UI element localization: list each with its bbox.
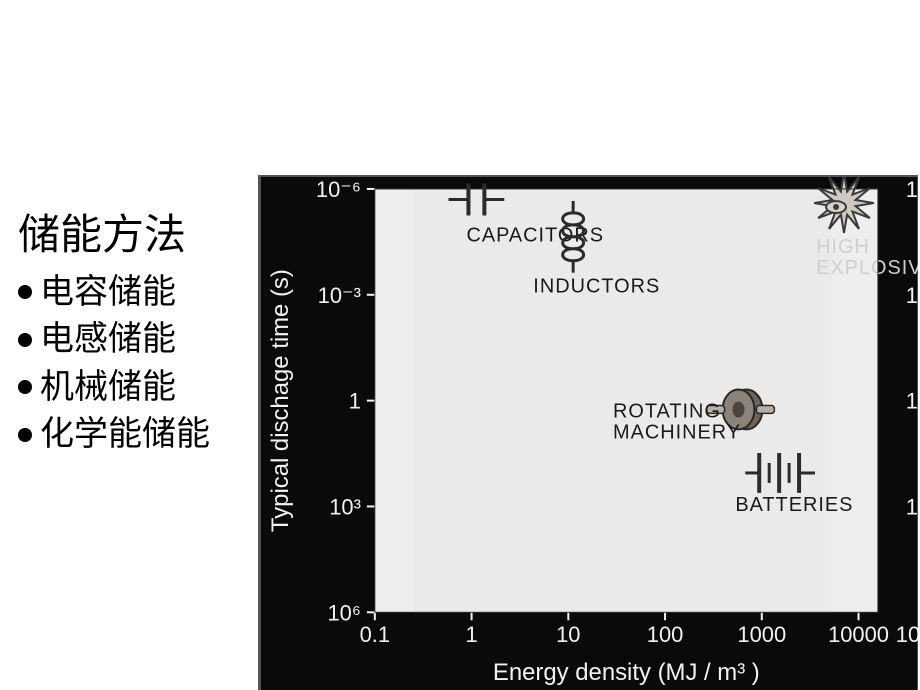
- svg-text:BATTERIES: BATTERIES: [735, 494, 853, 516]
- bullet-list: 电容储能电感储能机械储能化学能储能: [18, 269, 248, 459]
- bullet-item: 化学能储能: [18, 411, 248, 459]
- svg-text:10⁻⁶: 10⁻⁶: [316, 177, 361, 202]
- bullet-text: 电容储能: [40, 269, 176, 317]
- svg-text:10000: 10000: [828, 622, 889, 647]
- bullet-text: 机械储能: [40, 364, 176, 412]
- svg-text:1000: 1000: [737, 622, 786, 647]
- svg-text:0.1: 0.1: [360, 622, 390, 647]
- heading: 储能方法: [18, 210, 248, 263]
- svg-text:10⁶: 10⁶: [327, 600, 360, 625]
- svg-text:10: 10: [556, 622, 580, 647]
- svg-text:INDUCTORS: INDUCTORS: [533, 276, 660, 298]
- bullet-text: 化学能储能: [40, 411, 210, 459]
- svg-text:10: 10: [906, 389, 918, 414]
- bullet-dot-icon: [18, 428, 32, 442]
- bullet-item: 电容储能: [18, 269, 248, 317]
- svg-text:10⁻³: 10⁻³: [318, 283, 361, 308]
- bullet-text: 电感储能: [40, 316, 176, 364]
- bullet-dot-icon: [18, 333, 32, 347]
- bullet-dot-icon: [18, 285, 32, 299]
- svg-text:Energy density (MJ / m³ ): Energy density (MJ / m³ ): [493, 659, 760, 686]
- svg-text:1: 1: [465, 622, 477, 647]
- svg-text:10: 10: [906, 177, 918, 202]
- chart-svg: 10⁻⁶ 10⁻³ 1 10³ 10⁶0.1 1 10 100 1000 10000 10 10 10 1…: [260, 177, 918, 690]
- svg-text:10: 10: [906, 494, 918, 519]
- svg-text:10³: 10³: [329, 494, 361, 519]
- bullet-item: 电感储能: [18, 316, 248, 364]
- bullet-item: 机械储能: [18, 364, 248, 412]
- svg-text:10: 10: [896, 622, 918, 647]
- bullet-dot-icon: [18, 380, 32, 394]
- svg-text:1: 1: [349, 389, 361, 414]
- svg-text:10: 10: [906, 283, 918, 308]
- svg-text:Typical dischage time (s): Typical dischage time (s): [267, 269, 294, 532]
- text-block: 储能方法 电容储能电感储能机械储能化学能储能: [18, 210, 248, 459]
- energy-storage-chart: 10⁻⁶ 10⁻³ 1 10³ 10⁶0.1 1 10 100 1000 10000 10 10 10 1…: [258, 175, 918, 690]
- svg-text:100: 100: [647, 622, 684, 647]
